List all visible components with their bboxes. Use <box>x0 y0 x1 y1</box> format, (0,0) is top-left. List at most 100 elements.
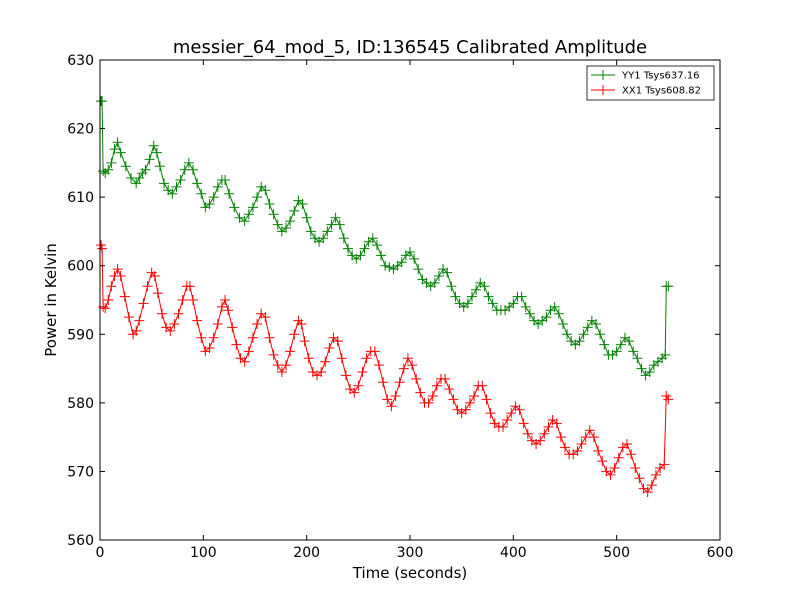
data-point <box>396 257 407 268</box>
data-point <box>433 271 444 281</box>
y-tick-label: 560 <box>67 533 94 549</box>
x-tick-label: 300 <box>397 545 424 561</box>
data-point <box>204 343 215 353</box>
data-point <box>572 445 583 456</box>
data-point <box>624 336 635 347</box>
data-point <box>560 442 570 453</box>
data-point <box>378 377 389 388</box>
data-point <box>663 394 674 405</box>
data-point <box>609 463 620 473</box>
data-point <box>402 353 413 364</box>
data-point <box>264 332 275 343</box>
data-point <box>427 391 438 401</box>
y-tick-label: 570 <box>67 464 94 480</box>
data-point <box>384 262 395 273</box>
data-point <box>159 178 170 189</box>
data-point <box>243 346 254 357</box>
data-point <box>382 394 393 405</box>
data-point <box>361 353 372 364</box>
data-point <box>131 325 142 336</box>
data-point <box>632 353 643 364</box>
data-point <box>297 199 308 209</box>
data-point <box>622 439 632 449</box>
data-point <box>349 387 360 398</box>
data-point <box>106 281 117 292</box>
data-point <box>597 456 608 467</box>
data-point <box>367 233 378 244</box>
data-point <box>188 295 198 305</box>
legend-label: XX1 Tsys608.82 <box>622 86 701 97</box>
data-point <box>444 384 455 395</box>
data-point <box>626 449 637 460</box>
y-axis-label: Power in Kelvin <box>42 243 60 357</box>
data-point <box>611 346 622 357</box>
data-point <box>196 188 207 199</box>
data-point <box>239 216 250 227</box>
data-point <box>386 401 397 412</box>
data-point <box>216 301 227 312</box>
data-point <box>390 391 401 401</box>
x-tick-label: 500 <box>603 545 630 561</box>
legend: YY1 Tsys637.16 XX1 Tsys608.82 <box>586 65 715 101</box>
data-point <box>593 445 604 456</box>
data-point <box>508 298 519 309</box>
data-point <box>431 380 442 391</box>
data-point <box>380 260 391 271</box>
x-tick-label: 600 <box>707 545 734 561</box>
data-point <box>247 202 258 213</box>
data-point <box>239 356 250 367</box>
data-point <box>423 397 434 408</box>
legend-marker <box>598 70 608 80</box>
data-point <box>165 325 176 336</box>
data-point <box>660 349 671 360</box>
data-point <box>97 96 108 107</box>
data-point <box>175 175 186 185</box>
data-point <box>415 387 426 398</box>
data-point <box>374 360 384 371</box>
data-point <box>483 291 494 302</box>
data-point <box>462 298 473 309</box>
data-point <box>440 373 451 384</box>
data-point <box>247 332 258 343</box>
data-point <box>112 264 123 275</box>
data-point <box>479 281 490 292</box>
data-point <box>120 161 131 172</box>
data-point <box>330 212 341 223</box>
data-point <box>138 298 149 309</box>
legend-label: YY1 Tsys637.16 <box>621 71 700 82</box>
data-point <box>167 188 178 199</box>
data-point <box>112 137 123 148</box>
data-point <box>109 144 120 155</box>
data-point <box>131 178 142 189</box>
data-point <box>576 439 587 449</box>
data-point <box>123 312 134 323</box>
x-tick-label: 400 <box>500 545 527 561</box>
data-point <box>173 308 184 319</box>
y-tick-label: 630 <box>67 53 94 69</box>
data-point <box>212 181 223 192</box>
data-point <box>471 284 482 295</box>
data-point <box>659 459 670 470</box>
data-point <box>234 212 245 223</box>
data-point <box>343 243 353 254</box>
data-point <box>103 164 114 175</box>
x-tick-label: 100 <box>190 545 217 561</box>
x-tick-label: 0 <box>96 545 105 561</box>
data-point <box>119 291 130 302</box>
data-point <box>192 178 203 189</box>
data-point <box>613 452 624 463</box>
data-point <box>642 487 653 497</box>
data-point <box>227 322 238 333</box>
data-point <box>369 346 380 357</box>
data-point <box>514 404 525 415</box>
y-tick-label: 610 <box>67 190 94 206</box>
data-point <box>599 339 610 350</box>
data-point <box>220 175 231 185</box>
data-point <box>229 202 240 213</box>
data-point <box>231 339 242 350</box>
data-point <box>646 480 657 491</box>
legend-box <box>586 65 715 101</box>
data-point <box>157 308 167 319</box>
data-point <box>152 288 163 299</box>
data-point <box>115 147 126 158</box>
